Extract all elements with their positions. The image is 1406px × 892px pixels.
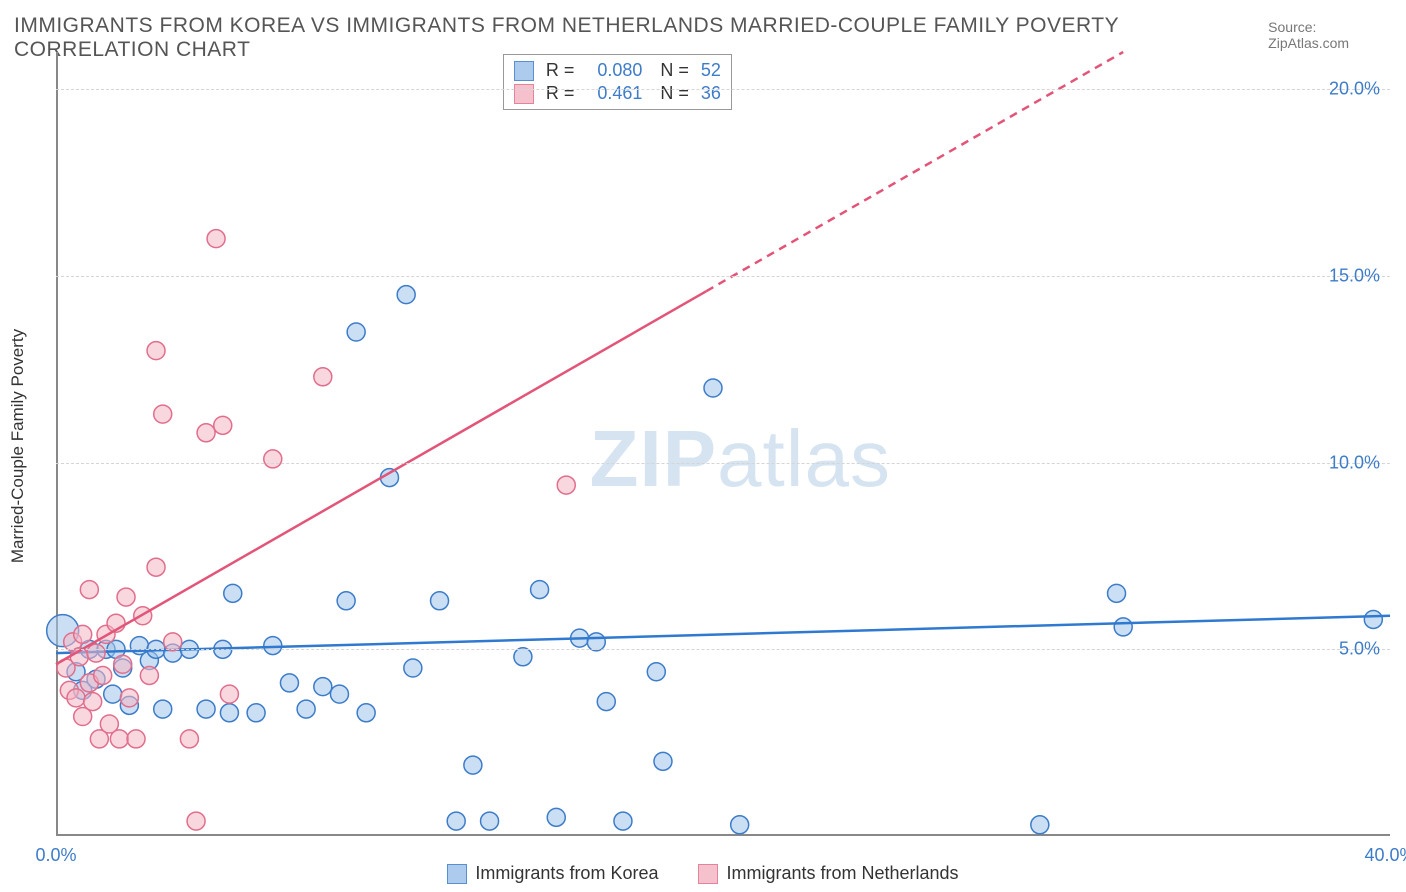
data-point-netherlands — [314, 368, 332, 386]
data-point-korea — [1031, 816, 1049, 834]
y-tick-label: 10.0% — [1329, 452, 1380, 473]
data-point-korea — [347, 323, 365, 341]
data-point-netherlands — [187, 812, 205, 830]
data-point-netherlands — [94, 666, 112, 684]
data-point-korea — [397, 286, 415, 304]
r-label: R = — [546, 60, 575, 81]
data-point-netherlands — [220, 685, 238, 703]
data-point-netherlands — [80, 581, 98, 599]
legend-item-netherlands: Immigrants from Netherlands — [698, 863, 958, 884]
data-point-korea — [654, 752, 672, 770]
gridline — [56, 463, 1390, 464]
data-point-netherlands — [557, 476, 575, 494]
r-label: R = — [546, 83, 575, 104]
data-point-korea — [1364, 610, 1382, 628]
r-value: 0.080 — [586, 60, 642, 81]
data-point-netherlands — [74, 625, 92, 643]
data-point-netherlands — [114, 655, 132, 673]
data-point-korea — [1108, 584, 1126, 602]
data-point-netherlands — [264, 450, 282, 468]
swatch-icon — [447, 864, 467, 884]
data-point-netherlands — [147, 342, 165, 360]
stat-legend-row-korea: R = 0.080 N = 52 — [514, 59, 721, 82]
data-point-korea — [330, 685, 348, 703]
data-point-korea — [247, 704, 265, 722]
swatch-icon — [514, 84, 534, 104]
data-point-korea — [547, 808, 565, 826]
gridline — [56, 89, 1390, 90]
trend-line-netherlands-dash — [706, 52, 1123, 291]
data-point-korea — [597, 693, 615, 711]
n-value: 52 — [701, 60, 721, 81]
n-value: 36 — [701, 83, 721, 104]
data-point-korea — [357, 704, 375, 722]
gridline — [56, 649, 1390, 650]
y-tick-label: 15.0% — [1329, 266, 1380, 287]
data-point-korea — [464, 756, 482, 774]
legend-item-korea: Immigrants from Korea — [447, 863, 658, 884]
data-point-korea — [531, 581, 549, 599]
data-point-netherlands — [117, 588, 135, 606]
data-point-korea — [104, 685, 122, 703]
plot-area: ZIPatlas R =0.080N =52R =0.461N =36 5.0%… — [56, 52, 1390, 836]
data-point-korea — [337, 592, 355, 610]
gridline — [56, 276, 1390, 277]
data-point-korea — [404, 659, 422, 677]
data-point-korea — [704, 379, 722, 397]
data-point-korea — [514, 648, 532, 666]
data-point-netherlands — [207, 230, 225, 248]
data-point-netherlands — [180, 730, 198, 748]
data-point-netherlands — [214, 416, 232, 434]
n-label: N = — [660, 83, 689, 104]
data-point-korea — [447, 812, 465, 830]
data-point-korea — [154, 700, 172, 718]
data-point-korea — [220, 704, 238, 722]
data-point-netherlands — [67, 689, 85, 707]
data-point-netherlands — [147, 558, 165, 576]
source-label: Source: ZipAtlas.com — [1268, 19, 1392, 51]
stat-legend: R = 0.080 N = 52 R = 0.461 N = 36 — [503, 54, 732, 110]
trend-line-korea — [56, 616, 1390, 653]
data-point-netherlands — [127, 730, 145, 748]
data-point-netherlands — [164, 633, 182, 651]
y-tick-label: 5.0% — [1339, 639, 1380, 660]
stat-legend-row-netherlands: R = 0.461 N = 36 — [514, 82, 721, 105]
data-point-korea — [431, 592, 449, 610]
data-point-korea — [731, 816, 749, 834]
chart-svg — [56, 52, 1390, 836]
data-point-netherlands — [87, 644, 105, 662]
data-point-korea — [587, 633, 605, 651]
n-label: N = — [660, 60, 689, 81]
y-axis-title: Married-Couple Family Poverty — [8, 329, 28, 563]
swatch-icon — [698, 864, 718, 884]
data-point-korea — [297, 700, 315, 718]
data-point-korea — [197, 700, 215, 718]
data-point-netherlands — [84, 693, 102, 711]
data-point-korea — [614, 812, 632, 830]
data-point-korea — [314, 678, 332, 696]
data-point-netherlands — [140, 666, 158, 684]
r-value: 0.461 — [586, 83, 642, 104]
data-point-korea — [1114, 618, 1132, 636]
data-point-netherlands — [120, 689, 138, 707]
data-point-korea — [280, 674, 298, 692]
swatch-icon — [514, 61, 534, 81]
data-point-netherlands — [154, 405, 172, 423]
data-point-korea — [647, 663, 665, 681]
legend-label: Immigrants from Korea — [475, 863, 658, 884]
data-point-korea — [481, 812, 499, 830]
data-point-netherlands — [197, 424, 215, 442]
legend-label: Immigrants from Netherlands — [726, 863, 958, 884]
data-point-netherlands — [110, 730, 128, 748]
y-tick-label: 20.0% — [1329, 79, 1380, 100]
data-point-korea — [224, 584, 242, 602]
series-legend: Immigrants from Korea Immigrants from Net… — [0, 863, 1406, 884]
